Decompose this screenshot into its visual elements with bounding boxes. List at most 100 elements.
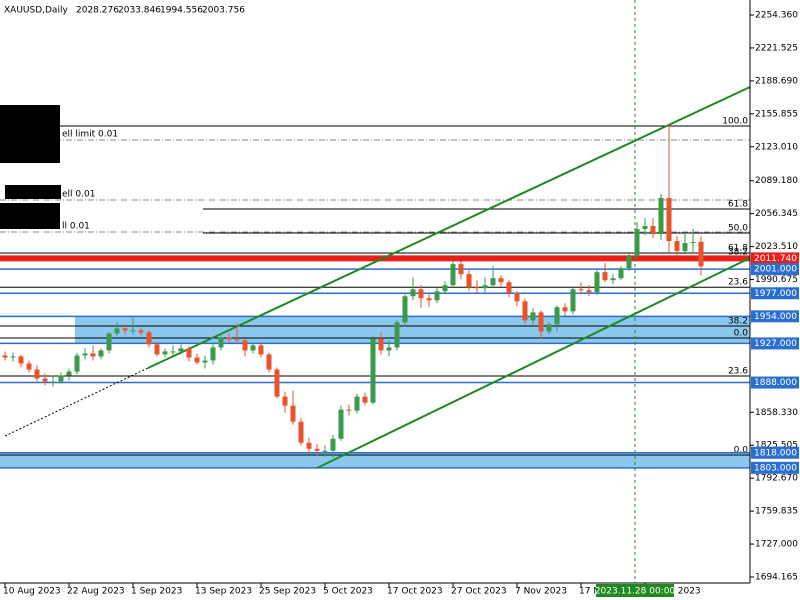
candle-body <box>634 229 640 257</box>
y-tick-label: 2123.010 <box>755 142 798 152</box>
candle-body <box>506 282 512 294</box>
order-label: ell 0.01 <box>62 190 95 200</box>
candle-body <box>258 345 264 355</box>
candle-body <box>498 278 504 283</box>
candle-body <box>42 378 48 382</box>
candle-body <box>290 405 296 422</box>
candle-body <box>466 274 472 288</box>
candle-body <box>538 312 544 332</box>
candle-body <box>210 347 216 361</box>
price-level-label: 1954.000 <box>754 312 797 322</box>
y-tick-label: 2056.345 <box>755 209 798 219</box>
candle-body <box>186 348 192 358</box>
zone <box>0 452 750 468</box>
order-label: ll 0.01 <box>62 222 90 232</box>
candle-body <box>138 330 144 333</box>
candle-body <box>378 338 384 351</box>
candle-body <box>26 363 32 370</box>
x-tick-label: 17 Oct 2023 <box>387 587 443 597</box>
candle-body <box>362 396 368 403</box>
candle-body <box>282 396 288 406</box>
candle-body <box>690 242 696 244</box>
price-level-box <box>751 376 799 389</box>
candle-body <box>122 328 128 331</box>
ohlc-open: 2028.276 <box>76 6 119 16</box>
y-tick-label: 1825.505 <box>755 441 798 451</box>
candle-body <box>426 298 432 301</box>
candle-body <box>274 369 280 397</box>
candle-body <box>410 289 416 297</box>
price-level-label: 1818.000 <box>754 448 797 458</box>
candle-body <box>450 264 456 286</box>
candle-body <box>242 340 248 351</box>
redaction <box>0 203 60 229</box>
candle-body <box>18 356 24 364</box>
candle-body <box>50 381 56 383</box>
candle-body <box>594 272 600 293</box>
y-tick-label: 2254.360 <box>755 10 798 20</box>
price-level-box <box>751 252 799 265</box>
candle-body <box>218 337 224 348</box>
candle-body <box>250 345 256 351</box>
candle-body <box>226 337 232 340</box>
symbol-title: XAUUSD,Daily <box>4 6 68 16</box>
candle-body <box>74 355 80 372</box>
candle-body <box>418 289 424 299</box>
candle-body <box>266 354 272 370</box>
candle-body <box>442 285 448 292</box>
candle-body <box>530 312 536 321</box>
fib-label: 38.2 <box>728 248 748 258</box>
y-tick-label: 1990.675 <box>755 275 798 285</box>
y-tick-label: 1858.330 <box>755 408 798 418</box>
fib-label: 38.2 <box>728 316 748 326</box>
fib-label: 100.0 <box>722 117 748 127</box>
candle-body <box>162 351 168 355</box>
x-tick-label: 7 Nov 2023 <box>515 587 567 597</box>
channel-upper <box>147 86 751 369</box>
candle-body <box>626 256 632 269</box>
crosshair-label: 2023.11.28 00:00 <box>595 587 676 597</box>
candle-body <box>202 360 208 363</box>
price-level-label: 1927.000 <box>754 339 797 349</box>
price-level-label: 2001.000 <box>754 265 797 275</box>
candle-body <box>314 448 320 451</box>
candle-body <box>642 226 648 230</box>
x-tick-label: 22 Aug 2023 <box>67 587 125 597</box>
candle-body <box>330 438 336 451</box>
candle-body <box>402 296 408 323</box>
fib-label: 23.6 <box>728 278 748 288</box>
y-tick-label: 2023.510 <box>755 242 798 252</box>
candle-body <box>338 409 344 439</box>
ohlc-high: 2033.846 <box>118 6 161 16</box>
candle-body <box>578 289 584 291</box>
candle-body <box>434 291 440 301</box>
x-tick-label: 25 Sep 2023 <box>259 587 316 597</box>
candle-body <box>98 350 104 357</box>
candle-body <box>370 338 376 403</box>
candle-body <box>234 339 240 341</box>
y-tick-label: 1792.670 <box>755 474 798 484</box>
price-level-label: 1888.000 <box>754 378 797 388</box>
candle-body <box>554 307 560 325</box>
redaction <box>0 105 60 163</box>
crosshair-label-box <box>596 584 674 597</box>
candle-body <box>194 357 200 363</box>
candle-body <box>650 226 656 235</box>
candle-body <box>82 353 88 356</box>
candle-body <box>458 264 464 275</box>
x-tick-label: 13 Sep 2023 <box>195 587 252 597</box>
y-tick-label: 2188.690 <box>755 76 798 86</box>
fib-label: 50.0 <box>728 224 748 234</box>
candle-body <box>674 241 680 252</box>
fib-label: 0.0 <box>734 329 749 339</box>
price-level-label: 2011.740 <box>754 254 797 264</box>
candle-body <box>394 322 400 348</box>
candle-body <box>306 442 312 449</box>
y-tick-label: 1759.835 <box>755 507 798 517</box>
candle-body <box>610 278 616 281</box>
candle-body <box>146 332 152 345</box>
candle-body <box>34 369 40 379</box>
candle-body <box>90 353 96 357</box>
